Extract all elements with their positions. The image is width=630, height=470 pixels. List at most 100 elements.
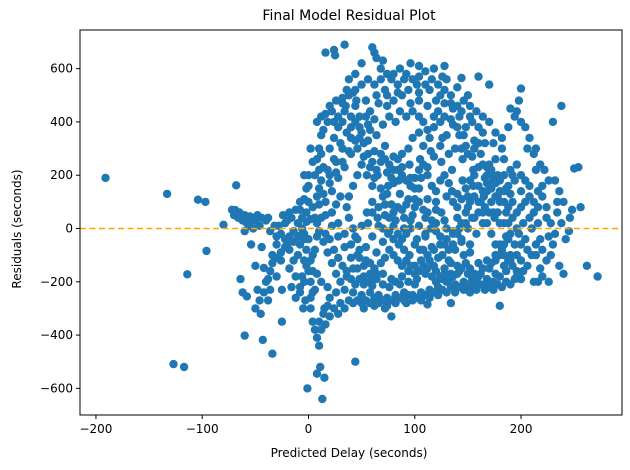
data-point bbox=[446, 115, 456, 124]
data-point bbox=[408, 133, 417, 143]
data-point bbox=[302, 245, 311, 254]
data-point bbox=[582, 261, 592, 270]
data-point bbox=[368, 197, 377, 207]
data-point bbox=[318, 394, 327, 404]
data-point bbox=[327, 258, 337, 268]
data-point bbox=[395, 280, 405, 289]
data-point bbox=[268, 349, 277, 358]
data-point bbox=[516, 84, 526, 93]
data-point bbox=[395, 64, 405, 73]
data-point bbox=[255, 296, 264, 305]
data-point bbox=[533, 277, 543, 286]
data-point bbox=[378, 120, 388, 129]
data-point bbox=[406, 216, 415, 225]
data-point bbox=[531, 240, 541, 249]
data-point bbox=[253, 285, 262, 294]
data-point bbox=[574, 163, 583, 172]
data-point bbox=[227, 205, 237, 214]
data-point bbox=[346, 253, 356, 262]
data-point bbox=[472, 229, 481, 238]
x-tick-label: 100 bbox=[403, 422, 426, 436]
data-point bbox=[391, 117, 400, 127]
data-point bbox=[453, 101, 462, 111]
data-point bbox=[308, 317, 317, 326]
data-point bbox=[312, 117, 322, 127]
x-tick-label: 200 bbox=[510, 422, 533, 436]
data-point bbox=[344, 213, 354, 222]
data-point bbox=[395, 107, 405, 116]
data-point bbox=[419, 141, 428, 151]
data-point bbox=[555, 187, 564, 196]
data-point bbox=[459, 250, 468, 260]
data-point bbox=[504, 181, 513, 191]
y-tick-label: 200 bbox=[50, 168, 73, 182]
data-point bbox=[338, 93, 347, 103]
data-point bbox=[495, 301, 504, 310]
data-point bbox=[329, 133, 339, 143]
data-point bbox=[378, 224, 388, 233]
data-point bbox=[561, 235, 570, 244]
data-point bbox=[499, 155, 509, 164]
data-point bbox=[319, 125, 328, 135]
data-point bbox=[353, 171, 362, 180]
data-point bbox=[474, 139, 483, 148]
data-point bbox=[516, 203, 526, 212]
data-point bbox=[440, 85, 449, 95]
data-point bbox=[416, 173, 426, 183]
data-point bbox=[410, 173, 419, 183]
data-point bbox=[376, 75, 385, 84]
data-point bbox=[459, 131, 468, 140]
data-point bbox=[380, 253, 390, 262]
data-point bbox=[331, 96, 341, 105]
data-point bbox=[359, 139, 368, 148]
data-point bbox=[201, 197, 210, 207]
data-point bbox=[380, 200, 390, 209]
data-point bbox=[331, 288, 341, 297]
data-point bbox=[314, 317, 324, 326]
data-point bbox=[321, 48, 330, 57]
data-point bbox=[444, 149, 453, 159]
data-point bbox=[101, 173, 110, 183]
data-point bbox=[357, 59, 366, 68]
data-point bbox=[393, 80, 402, 89]
chart-title: Final Model Residual Plot bbox=[262, 8, 436, 24]
data-point bbox=[373, 213, 382, 222]
data-point bbox=[426, 147, 435, 156]
data-point bbox=[516, 240, 526, 249]
y-axis-ticks: −600 −400 −200 0 200 400 600 bbox=[40, 62, 80, 395]
data-point bbox=[415, 245, 425, 254]
y-tick-label: 600 bbox=[50, 62, 73, 76]
data-point bbox=[399, 245, 409, 254]
data-point bbox=[548, 240, 558, 249]
data-point bbox=[550, 176, 560, 185]
data-point bbox=[363, 75, 373, 84]
data-point bbox=[246, 240, 256, 249]
x-axis-label: Predicted Delay (seconds) bbox=[271, 446, 428, 460]
data-point bbox=[474, 72, 483, 81]
data-point bbox=[478, 128, 487, 137]
data-point bbox=[319, 189, 328, 199]
data-point bbox=[419, 117, 428, 127]
data-point bbox=[299, 304, 308, 313]
data-point bbox=[433, 80, 443, 89]
data-point bbox=[304, 266, 313, 276]
data-point bbox=[421, 80, 430, 89]
data-point bbox=[472, 107, 481, 116]
data-point bbox=[446, 258, 456, 268]
data-point bbox=[374, 99, 383, 108]
data-point bbox=[334, 232, 343, 241]
data-point bbox=[544, 232, 553, 241]
data-point bbox=[357, 160, 366, 169]
data-point bbox=[297, 272, 307, 281]
data-point bbox=[312, 219, 322, 228]
data-point bbox=[368, 43, 377, 52]
data-point bbox=[404, 195, 413, 204]
data-point bbox=[289, 256, 298, 265]
data-point bbox=[389, 165, 398, 175]
data-point bbox=[478, 264, 487, 273]
data-point bbox=[427, 75, 436, 84]
data-point bbox=[461, 123, 470, 132]
data-point bbox=[257, 242, 266, 252]
data-point bbox=[316, 362, 325, 372]
y-tick-label: 0 bbox=[65, 221, 73, 235]
